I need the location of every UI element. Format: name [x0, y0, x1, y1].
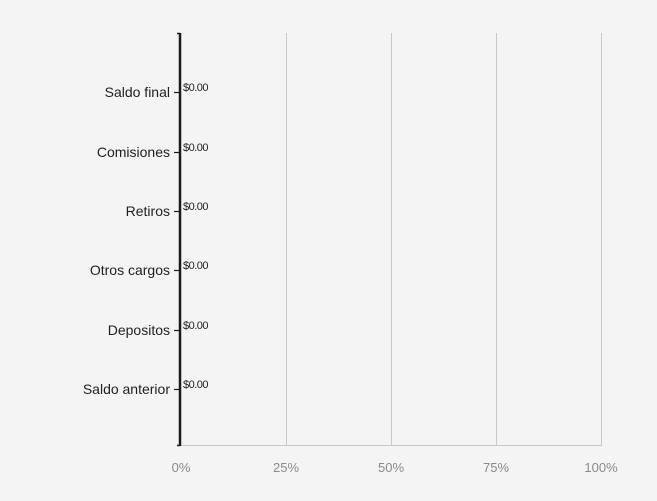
category-label: Saldo anterior	[83, 381, 171, 397]
data-label: $0.00	[183, 201, 208, 213]
x-tick-label: 0%	[172, 460, 191, 475]
category-label: Retiros	[126, 203, 170, 219]
category-label: Otros cargos	[90, 262, 170, 278]
category-label: Depositos	[108, 322, 170, 338]
x-tick-label: 75%	[483, 460, 509, 475]
axes	[174, 32, 602, 447]
x-tick-label: 100%	[584, 460, 618, 475]
data-label: $0.00	[183, 260, 208, 272]
data-label: $0.00	[183, 142, 208, 154]
x-tick-label: 25%	[273, 460, 299, 475]
category-label: Saldo final	[105, 84, 170, 100]
data-label: $0.00	[183, 379, 208, 391]
category-label: Comisiones	[97, 144, 170, 160]
data-label: $0.00	[183, 82, 208, 94]
x-tick-label: 50%	[378, 460, 404, 475]
labels: 0% 25% 50% 75% 100% Saldo final $0.00 Comisione…	[83, 82, 618, 475]
data-label: $0.00	[183, 320, 208, 332]
gridlines	[286, 33, 602, 445]
